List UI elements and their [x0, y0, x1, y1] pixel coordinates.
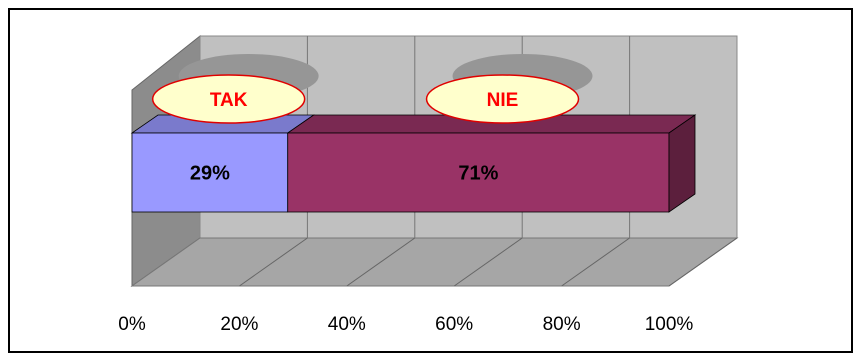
x-tick-label: 0%	[118, 314, 146, 335]
x-tick-label: 100%	[645, 314, 694, 335]
data-label-tak: 29%	[190, 163, 230, 185]
x-tick-label: 80%	[543, 314, 581, 335]
x-tick-label: 60%	[435, 314, 473, 335]
x-axis-ticks: 0% 20% 40% 60% 80% 100%	[118, 314, 693, 335]
bar-segments: 29% 71%	[130, 114, 697, 213]
gridline-floor	[668, 237, 738, 287]
bar-segment-tak	[131, 132, 289, 213]
legend-callouts: TAK NIE	[151, 74, 580, 124]
legend-callout-tak	[151, 74, 306, 124]
legend-label-nie: NIE	[487, 90, 519, 111]
bar-segment-nie	[287, 132, 670, 213]
gridline-floor	[453, 237, 523, 287]
data-label-nie: 71%	[458, 163, 498, 185]
gridline-floor	[346, 237, 416, 287]
chart-floor	[130, 237, 739, 287]
legend-callout-nie	[425, 74, 580, 124]
bar-side-nie	[668, 114, 696, 213]
x-tick-label: 40%	[328, 314, 366, 335]
x-tick-label: 20%	[220, 314, 258, 335]
gridline-floor	[239, 237, 308, 287]
gridline-floor	[561, 237, 630, 287]
legend-label-tak: TAK	[210, 90, 248, 111]
